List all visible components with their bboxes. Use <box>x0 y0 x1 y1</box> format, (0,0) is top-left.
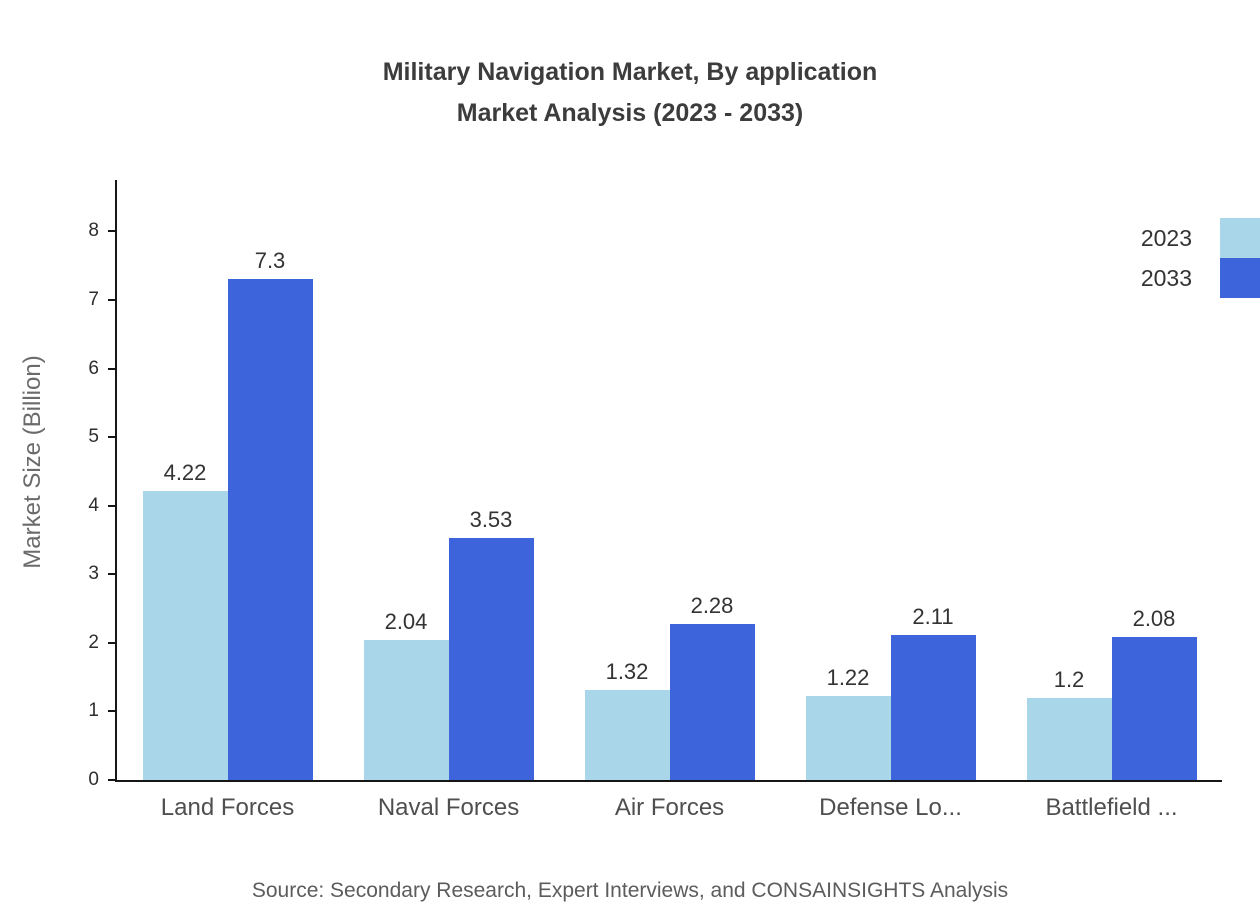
bar-2023: 1.32 <box>584 659 670 780</box>
legend-label: 2033 <box>1140 264 1192 291</box>
legend-label: 2023 <box>1140 224 1192 251</box>
y-tick-label: 2 <box>88 631 99 653</box>
bar-value-label: 2.04 <box>384 609 428 635</box>
y-tick-label: 6 <box>88 357 99 379</box>
x-axis-category-label: Defense Lo... <box>819 794 962 821</box>
y-tick-mark <box>108 230 117 233</box>
legend-swatch <box>1220 218 1260 258</box>
bar-value-label: 2.11 <box>912 604 954 630</box>
y-tick-mark <box>108 367 117 370</box>
y-tick-mark <box>108 504 117 507</box>
y-tick-mark <box>108 641 117 644</box>
bar-2033: 7.3 <box>227 248 313 780</box>
bar-2033: 2.11 <box>890 604 976 780</box>
bar-2033: 2.08 <box>1111 606 1197 780</box>
legend-item: 2033 <box>1141 258 1260 298</box>
chart-title-line-1: Military Navigation Market, By applicati… <box>382 58 878 86</box>
bar-group: 4.22 7.3 <box>117 180 338 780</box>
y-tick-label: 4 <box>88 494 99 516</box>
bar-2023: 2.04 <box>363 609 449 780</box>
x-axis-category-label: Land Forces <box>160 794 295 821</box>
bar-value-label: 4.22 <box>163 459 207 485</box>
bar-group: 1.22 2.11 <box>780 180 1001 780</box>
x-axis-category-label: Battlefield ... <box>1045 794 1178 821</box>
y-tick-mark <box>108 573 117 576</box>
plot-area: 0 1 2 3 4 5 6 7 8 4.22 7.3 Land Forces 2.04 3.53 Naval… <box>88 180 1222 821</box>
bar-2033: 2.28 <box>669 593 755 780</box>
bar-2023: 1.2 <box>1026 667 1112 780</box>
legend: 2023 2033 <box>1141 218 1260 298</box>
bar-value-label: 3.53 <box>469 506 513 532</box>
legend-item: 2023 <box>1141 218 1260 258</box>
y-tick-label: 1 <box>88 700 99 722</box>
y-axis-label: Market Size (Billion) <box>19 355 46 569</box>
bar-value-label: 1.32 <box>605 658 649 684</box>
y-tick-label: 7 <box>88 289 99 310</box>
y-tick-label: 8 <box>88 220 99 242</box>
y-tick-label: 3 <box>88 563 99 585</box>
source-note: Source: Secondary Research, Expert Inter… <box>251 879 1009 902</box>
bar-group: 2.04 3.53 <box>338 180 559 780</box>
bar-value-label: 2.08 <box>1132 606 1176 632</box>
x-axis-category-label: Air Forces <box>614 794 725 821</box>
bar-value-label: 2.28 <box>690 592 734 618</box>
bar-2033: 3.53 <box>448 507 534 780</box>
chart-title-line-2: Market Analysis (2023 - 2033) <box>456 99 804 127</box>
bar-value-label: 1.2 <box>1053 666 1085 692</box>
bar-value-label: 7.3 <box>254 248 286 274</box>
x-axis-category-label: Naval Forces <box>377 794 520 821</box>
y-tick-mark <box>108 779 117 781</box>
y-tick-mark <box>108 299 117 301</box>
chart-title: Military Navigation Market, By applicati… <box>0 52 1260 134</box>
bar-value-label: 1.22 <box>826 665 870 691</box>
bar-2023: 4.22 <box>142 460 228 780</box>
y-tick-label: 0 <box>88 769 99 790</box>
bar-group: 1.32 2.28 <box>559 180 780 780</box>
bar-group: 1.2 2.08 <box>1001 180 1222 780</box>
y-tick-label: 5 <box>88 426 99 448</box>
legend-swatch <box>1220 258 1260 298</box>
bar-2023: 1.22 <box>805 665 891 780</box>
y-tick-mark <box>108 710 117 713</box>
y-tick-mark <box>108 436 117 439</box>
